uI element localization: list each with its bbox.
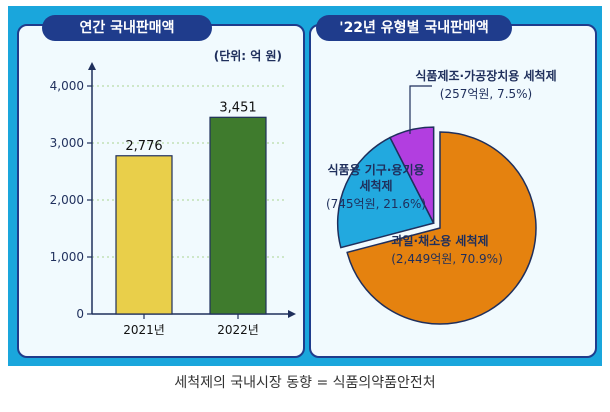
y-tick-label: 0 <box>76 307 84 321</box>
x-tick-label: 2022년 <box>217 323 259 337</box>
bar-2021년 <box>115 155 173 315</box>
pie-chart-title: '22년 유형별 국내판매액 <box>316 15 512 41</box>
pie-slice-processing <box>389 126 435 224</box>
x-axis-arrow <box>288 310 296 318</box>
pie-label-utensil-value: (745억원, 21.6%) <box>326 197 426 211</box>
y-tick-label: 4,000 <box>50 79 84 93</box>
bar-value-label: 3,451 <box>219 100 256 115</box>
bar-value-label: 2,776 <box>125 139 162 154</box>
y-axis-arrow <box>88 62 96 70</box>
y-tick-label: 1,000 <box>50 250 84 264</box>
figure-caption: 세척제의 국내시장 동향 = 식품의약품안전처 <box>174 375 436 391</box>
y-tick-label: 3,000 <box>50 136 84 150</box>
pie-label-fruit-value: (2,449억원, 70.9%) <box>391 252 503 266</box>
bar-chart-title: 연간 국내판매액 <box>42 15 212 41</box>
unit-note: (단위: 억 원) <box>214 48 282 63</box>
pie-label-utensil-name-2: 세척제 <box>359 178 392 193</box>
y-tick-label: 2,000 <box>50 193 84 207</box>
bar-2022년 <box>209 116 267 315</box>
pie-label-utensil-name-1: 식품용 기구·용기용 <box>327 162 424 177</box>
pie-label-processing-value: (257억원, 7.5%) <box>440 87 532 101</box>
pie-label-processing-name: 식품제조·가공장치용 세척제 <box>415 68 556 83</box>
pie-slice-fruit <box>346 131 537 325</box>
pie-slice-utensil <box>336 136 435 249</box>
x-tick-label: 2021년 <box>123 323 165 337</box>
pie-label-fruit-name: 과일·채소용 세척제 <box>391 233 488 248</box>
pie-leader-line <box>409 85 432 134</box>
